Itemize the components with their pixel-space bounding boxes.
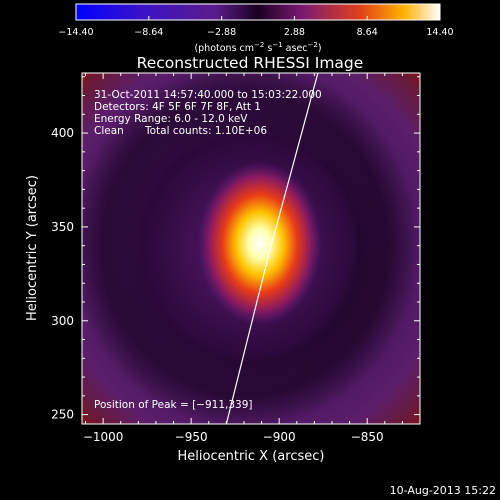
annotation-block: 31-Oct-2011 14:57:40.000 to 15:03:22.000… [94,89,322,411]
x-axis-title: Heliocentric X (arcsec) [178,449,325,464]
time-range-text: 31-Oct-2011 14:57:40.000 to 15:03:22.000 [94,89,322,101]
y-tick-label: 300 [51,314,74,328]
colorbar-ticks: −14.40 −8.64 −2.88 2.88 8.64 14.40 [58,16,454,38]
axis-ticks: −1000 −950 −900 −850 250 300 350 400 [51,73,421,444]
y-tick-label: 250 [51,408,74,422]
plot-frame [81,72,421,425]
detectors-text: Detectors: 4F 5F 6F 7F 8F, Att 1 [94,101,261,113]
colorbar-units: (photons cm−2 s−1 asec−2) [194,41,321,54]
colorbar-tick-label: 8.64 [357,27,378,38]
colorbar-tick-label: 2.88 [284,27,305,38]
x-tick-label: −1000 [83,430,124,444]
solar-limb-line [225,73,319,424]
clean-text: Clean [94,125,124,137]
footer-date: 10-Aug-2013 15:22 [390,484,496,497]
x-tick-label: −900 [263,430,296,444]
rhessi-image [82,73,420,424]
y-tick-label: 400 [51,126,74,140]
colorbar-tick-label: −8.64 [134,27,163,38]
y-axis-title: Heliocentric Y (arcsec) [25,175,40,321]
x-tick-label: −850 [351,430,384,444]
x-tick-label: −950 [175,430,208,444]
colorbar-tick-label: −14.40 [58,27,93,38]
colorbar-tick-label: 14.40 [426,27,453,38]
total-counts-text: Total counts: 1.10E+06 [144,125,267,137]
colorbar: −14.40 −8.64 −2.88 2.88 8.64 14.40 (photons c… [58,3,454,54]
figure-title: Reconstructed RHESSI Image [137,54,364,72]
y-tick-label: 350 [51,220,74,234]
colorbar-gradient [75,3,441,21]
colorbar-tick-label: −2.88 [207,27,236,38]
flare-source [197,161,322,326]
energy-range-text: Energy Range: 6.0 - 12.0 keV [94,113,248,125]
peak-position-text: Position of Peak = [−911,339] [94,399,253,411]
